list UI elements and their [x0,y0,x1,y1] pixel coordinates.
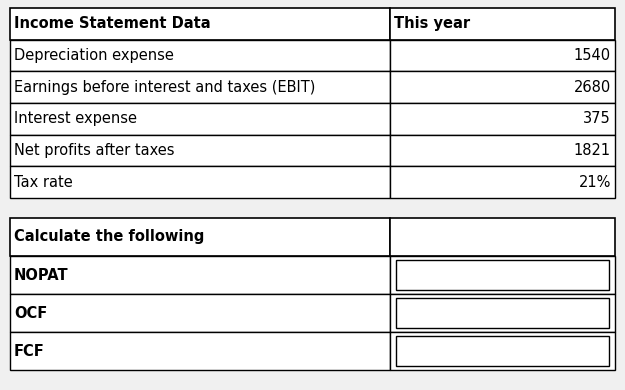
Text: 21%: 21% [579,175,611,190]
Text: OCF: OCF [14,305,48,321]
Bar [390,8,615,40]
Text: FCF: FCF [14,344,45,358]
Bar [390,256,615,294]
Text: 1821: 1821 [574,143,611,158]
Text: 375: 375 [583,111,611,126]
Bar [10,40,390,71]
Bar [390,71,615,103]
Bar [390,103,615,135]
Text: This year: This year [394,16,470,31]
Bar [390,166,615,198]
Bar [396,260,609,290]
Text: Net profits after taxes: Net profits after taxes [14,143,174,158]
Text: NOPAT: NOPAT [14,268,69,282]
Bar [10,8,390,40]
Text: Tax rate: Tax rate [14,175,72,190]
Bar [10,166,390,198]
Text: 1540: 1540 [574,48,611,63]
Text: 2680: 2680 [574,80,611,95]
Bar [396,336,609,366]
Bar [10,332,390,370]
Bar [10,71,390,103]
Text: Interest expense: Interest expense [14,111,137,126]
Text: Income Statement Data: Income Statement Data [14,16,211,31]
Bar [390,218,615,256]
Text: Earnings before interest and taxes (EBIT): Earnings before interest and taxes (EBIT… [14,80,316,95]
Text: Depreciation expense: Depreciation expense [14,48,174,63]
Bar [10,218,390,256]
Bar [390,332,615,370]
Bar [390,294,615,332]
Bar [10,256,390,294]
Bar [10,103,390,135]
Bar [10,135,390,166]
Bar [390,40,615,71]
Bar [390,135,615,166]
Bar [396,298,609,328]
Text: Calculate the following: Calculate the following [14,229,204,245]
Bar [10,294,390,332]
